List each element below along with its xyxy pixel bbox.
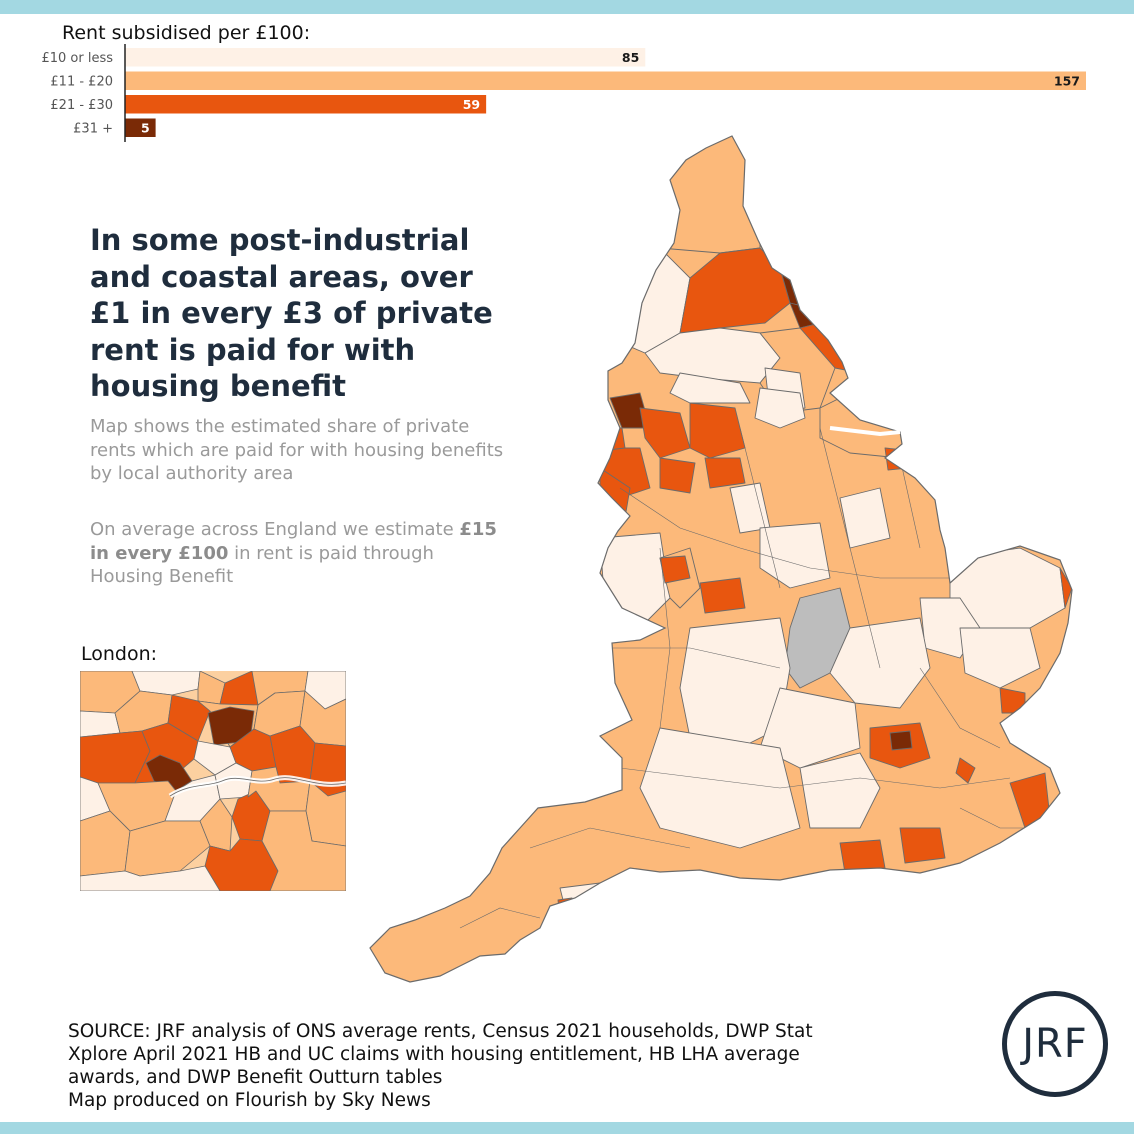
legend-bar xyxy=(125,48,646,67)
legend-category-label: £21 - £30 xyxy=(50,98,113,113)
authority-area[interactable] xyxy=(889,730,913,751)
legend-category-label: £11 - £20 xyxy=(50,74,113,89)
authority-area[interactable] xyxy=(839,487,891,549)
source-line: SOURCE: JRF analysis of ONS average rent… xyxy=(68,1021,813,1042)
authority-area[interactable] xyxy=(829,617,931,709)
headline: In some post-industrial and coastal area… xyxy=(90,223,493,403)
authority-area[interactable] xyxy=(559,882,611,929)
authority-area[interactable] xyxy=(604,427,626,451)
london-borough xyxy=(80,710,121,738)
legend-category-label: £10 or less xyxy=(41,51,113,66)
legend-bar-value: 85 xyxy=(622,50,639,65)
average-value: £15 in every £100 xyxy=(90,519,497,564)
authority-area[interactable] xyxy=(689,402,746,459)
legend-bar-chart: £10 or less 85 £11 - £20 157 £21 - £30 59 £31 … xyxy=(41,44,1086,142)
london-borough xyxy=(199,798,233,852)
london-inset-map[interactable] xyxy=(80,671,346,891)
london-map-svg xyxy=(80,671,346,891)
london-borough xyxy=(261,810,346,891)
source-line: awards, and DWP Benefit Outturn tables xyxy=(68,1067,443,1088)
legend-bar xyxy=(125,118,156,137)
map-description: Map shows the estimated share of private… xyxy=(90,416,504,484)
legend-bar-value: 5 xyxy=(141,120,150,135)
england-average-note: On average across England we estimate £1… xyxy=(90,518,510,589)
authority-area[interactable] xyxy=(679,617,791,749)
authority-area[interactable] xyxy=(754,387,806,429)
london-borough xyxy=(167,694,211,742)
legend-bar xyxy=(125,71,1086,90)
legend-bar xyxy=(125,95,487,114)
authority-area[interactable] xyxy=(699,577,746,614)
authority-area[interactable] xyxy=(669,372,751,404)
authority-area[interactable] xyxy=(799,752,881,829)
authority-area[interactable] xyxy=(1059,567,1072,609)
london-label: London: xyxy=(81,643,158,665)
england-outline xyxy=(369,135,1073,983)
london-borough xyxy=(219,671,259,706)
authority-area[interactable] xyxy=(759,687,861,769)
map-credit: Map produced on Flourish by Sky News xyxy=(68,1090,431,1111)
legend-bar-value: 59 xyxy=(463,97,480,112)
average-note-prefix: On average across England we estimate xyxy=(90,519,460,540)
legend-category-label: £31 + xyxy=(73,121,113,136)
source-line: Xplore April 2021 HB and UC claims with … xyxy=(68,1044,800,1065)
authority-area[interactable] xyxy=(559,267,611,369)
legend-bar-value: 157 xyxy=(1054,73,1080,88)
top-band xyxy=(0,0,1134,14)
source-note: SOURCE: JRF analysis of ONS average rent… xyxy=(68,1020,928,1112)
jrf-logo: JRF xyxy=(1002,991,1108,1097)
authority-area[interactable] xyxy=(955,757,976,784)
bottom-band xyxy=(0,1122,1134,1134)
humber-estuary xyxy=(829,426,901,437)
london-borough xyxy=(131,671,201,696)
authority-area[interactable] xyxy=(899,827,946,864)
authority-area[interactable] xyxy=(884,447,909,471)
london-borough xyxy=(80,865,221,891)
authority-area[interactable] xyxy=(704,457,746,489)
england-choropleth-map[interactable] xyxy=(360,128,1100,988)
legend-title: Rent subsidised per £100: xyxy=(62,22,311,44)
authority-area[interactable] xyxy=(659,555,691,584)
authority-area[interactable] xyxy=(659,457,696,494)
authority-area[interactable] xyxy=(959,627,1041,689)
authority-boundaries xyxy=(459,427,1050,929)
logo-text: JRF xyxy=(1022,1021,1088,1067)
river-thames-edge xyxy=(169,777,346,797)
authority-area[interactable] xyxy=(639,407,691,459)
authority-area[interactable] xyxy=(639,727,801,849)
authority-area[interactable] xyxy=(759,522,831,589)
authority-area[interactable] xyxy=(839,839,886,874)
average-note-suffix: in rent is paid through Housing Benefit xyxy=(90,542,434,588)
london-borough xyxy=(207,706,255,746)
no-data-area[interactable] xyxy=(784,587,851,689)
